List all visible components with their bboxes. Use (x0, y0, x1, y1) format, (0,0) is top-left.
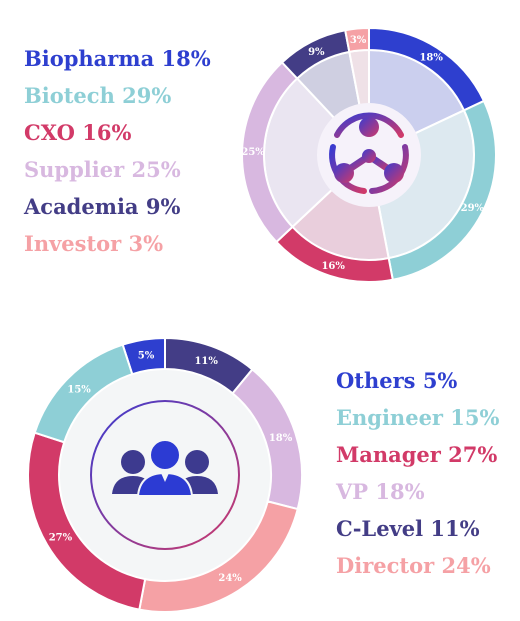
value-label-academia: 9% (308, 47, 325, 58)
legend-item-engineer: Engineer 15% (336, 405, 500, 430)
legend-item-cxo: CXO 16% (24, 120, 132, 145)
legend-item-others: Others 5% (336, 368, 458, 393)
donut-chart-organization-type: 18% 29% 16% 25% 9% 3% (241, 26, 497, 283)
legend-item-supplier: Supplier 25% (24, 157, 181, 182)
segment-engineer (33, 343, 134, 444)
value-label-others: 5% (138, 350, 155, 361)
people-group-icon (112, 439, 218, 497)
legend-item-biotech: Biotech 29% (24, 83, 172, 108)
network-molecule-icon (329, 112, 409, 194)
legend-organization-type: Biopharma 18% Biotech 29% CXO 16% Supplier … (24, 40, 211, 262)
donut-chart-job-level: 5% 11% 18% 24% 27% 15% (27, 336, 303, 613)
legend-item-director: Director 24% (336, 553, 491, 578)
legend-item-investor: Investor 3% (24, 231, 164, 256)
legend-item-vp: VP 18% (336, 479, 425, 504)
value-label-biotech: 29% (461, 203, 485, 214)
legend-item-manager: Manager 27% (336, 442, 498, 467)
legend-item-c-level: C-Level 11% (336, 516, 480, 541)
value-label-manager: 27% (49, 532, 73, 543)
value-label-investor: 3% (350, 35, 367, 46)
legend-job-level: Others 5% Engineer 15% Manager 27% VP 18% C-… (336, 362, 499, 584)
legend-item-academia: Academia 9% (24, 194, 181, 219)
value-label-vp: 18% (269, 433, 293, 444)
inner-ring (90, 400, 240, 550)
value-label-director: 24% (218, 573, 242, 584)
value-label-supplier: 25% (241, 147, 265, 158)
legend-item-biopharma: Biopharma 18% (24, 46, 211, 71)
value-label-cxo: 16% (321, 261, 345, 272)
value-label-c-level: 11% (194, 356, 218, 367)
segment-investor (344, 26, 370, 54)
value-label-biopharma: 18% (419, 53, 443, 64)
value-label-engineer: 15% (67, 385, 91, 396)
